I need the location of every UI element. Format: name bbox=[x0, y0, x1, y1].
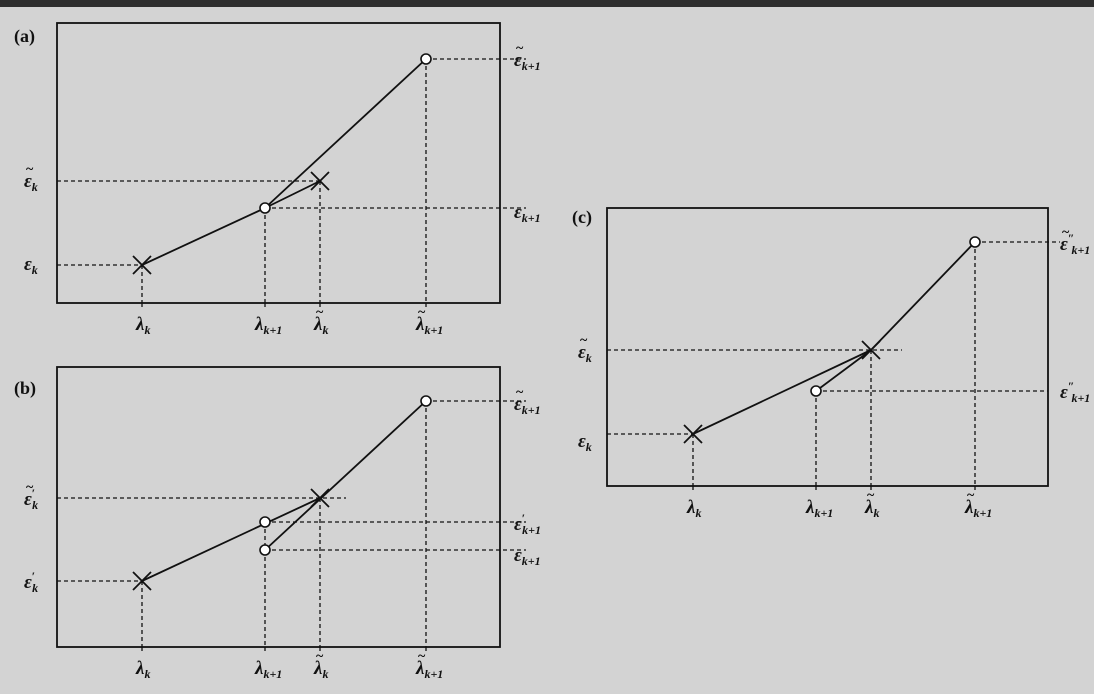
label-text: λk+1 bbox=[254, 314, 282, 337]
y-label: ε″ k+1 bbox=[1060, 379, 1090, 405]
circle-marker bbox=[421, 396, 431, 406]
x-label: λk+1 bbox=[254, 658, 282, 681]
y-label: εk+1~ bbox=[514, 41, 541, 73]
x-label: λk+1 bbox=[254, 314, 282, 337]
segment bbox=[871, 242, 975, 350]
label-text: εk+1 bbox=[514, 545, 541, 568]
label-text: ε′ k+1 bbox=[514, 511, 541, 537]
cross-marker bbox=[862, 341, 880, 359]
segment bbox=[142, 208, 265, 265]
label-text: εk bbox=[578, 431, 592, 454]
x-label: λk~ bbox=[864, 488, 879, 520]
x-label: λk~ bbox=[313, 305, 328, 337]
circle-marker bbox=[260, 517, 270, 527]
label-text: ε′ k bbox=[24, 569, 38, 595]
y-label: ε″ k+1~ bbox=[1060, 225, 1090, 257]
circle-marker bbox=[811, 386, 821, 396]
y-label: εk bbox=[578, 431, 592, 454]
x-label: λk bbox=[135, 658, 150, 681]
label-text: ε″ k+1 bbox=[1060, 379, 1090, 405]
y-label: εk~ bbox=[24, 162, 38, 194]
y-label: εk+1 bbox=[514, 545, 541, 568]
y-label: εk bbox=[24, 254, 38, 277]
panel-c: (c) εk~ εk ε″ k+1~ ε″ k+1 λk λk+1 λk~ λk+1~ bbox=[572, 207, 1090, 520]
tilde-mark: ~ bbox=[316, 649, 324, 664]
y-label: εk+1 bbox=[514, 202, 541, 225]
segment bbox=[816, 350, 871, 391]
tilde-mark: ~ bbox=[967, 488, 975, 503]
segment bbox=[265, 59, 426, 208]
x-label: λk+1~ bbox=[415, 305, 443, 337]
y-label: ε′ k~ bbox=[24, 480, 38, 512]
y-label: ε′ k bbox=[24, 569, 38, 595]
circle-marker bbox=[260, 545, 270, 555]
circle-marker bbox=[970, 237, 980, 247]
label-text: λk bbox=[135, 658, 150, 681]
tilde-mark: ~ bbox=[26, 480, 34, 495]
y-label: εk+1~ bbox=[514, 385, 541, 417]
tilde-mark: ~ bbox=[1062, 225, 1070, 240]
label-text: εk+1 bbox=[514, 202, 541, 225]
segment bbox=[265, 401, 426, 550]
panel-a: (a) εk~ εk εk+1~ εk+1 λk λk+1 λk~ λk+1~ bbox=[14, 23, 541, 337]
x-label: λk bbox=[135, 314, 150, 337]
tilde-mark: ~ bbox=[516, 41, 524, 56]
x-label: λk+1 bbox=[805, 497, 833, 520]
label-text: λk bbox=[686, 497, 701, 520]
panel-b: (b) ε′ k~ ε′ k εk+1~ ε′ k+1 εk+1 λk λk+1 λk~ λk+1~ bbox=[14, 367, 541, 681]
cross-marker bbox=[311, 172, 329, 190]
label-text: λk+1 bbox=[805, 497, 833, 520]
segment bbox=[142, 498, 320, 581]
panel-label: (a) bbox=[14, 26, 35, 47]
tilde-mark: ~ bbox=[418, 649, 426, 664]
tilde-mark: ~ bbox=[580, 333, 588, 348]
tilde-mark: ~ bbox=[418, 305, 426, 320]
tilde-mark: ~ bbox=[516, 385, 524, 400]
segment bbox=[265, 181, 320, 208]
label-text: λk bbox=[135, 314, 150, 337]
tilde-mark: ~ bbox=[316, 305, 324, 320]
label-text: λk+1 bbox=[254, 658, 282, 681]
panel-frame bbox=[57, 23, 500, 303]
circle-marker bbox=[421, 54, 431, 64]
panel-frame bbox=[607, 208, 1048, 486]
x-label: λk+1~ bbox=[415, 649, 443, 681]
panel-frame bbox=[57, 367, 500, 647]
x-label: λk+1~ bbox=[964, 488, 992, 520]
segment bbox=[693, 350, 871, 434]
tilde-mark: ~ bbox=[26, 162, 34, 177]
panel-label: (b) bbox=[14, 378, 36, 399]
x-label: λk bbox=[686, 497, 701, 520]
label-text: εk bbox=[24, 254, 38, 277]
y-label: εk~ bbox=[578, 333, 592, 365]
x-label: λk~ bbox=[313, 649, 328, 681]
tilde-mark: ~ bbox=[867, 488, 875, 503]
y-label: ε′ k+1 bbox=[514, 511, 541, 537]
panel-label: (c) bbox=[572, 207, 592, 228]
circle-marker bbox=[260, 203, 270, 213]
